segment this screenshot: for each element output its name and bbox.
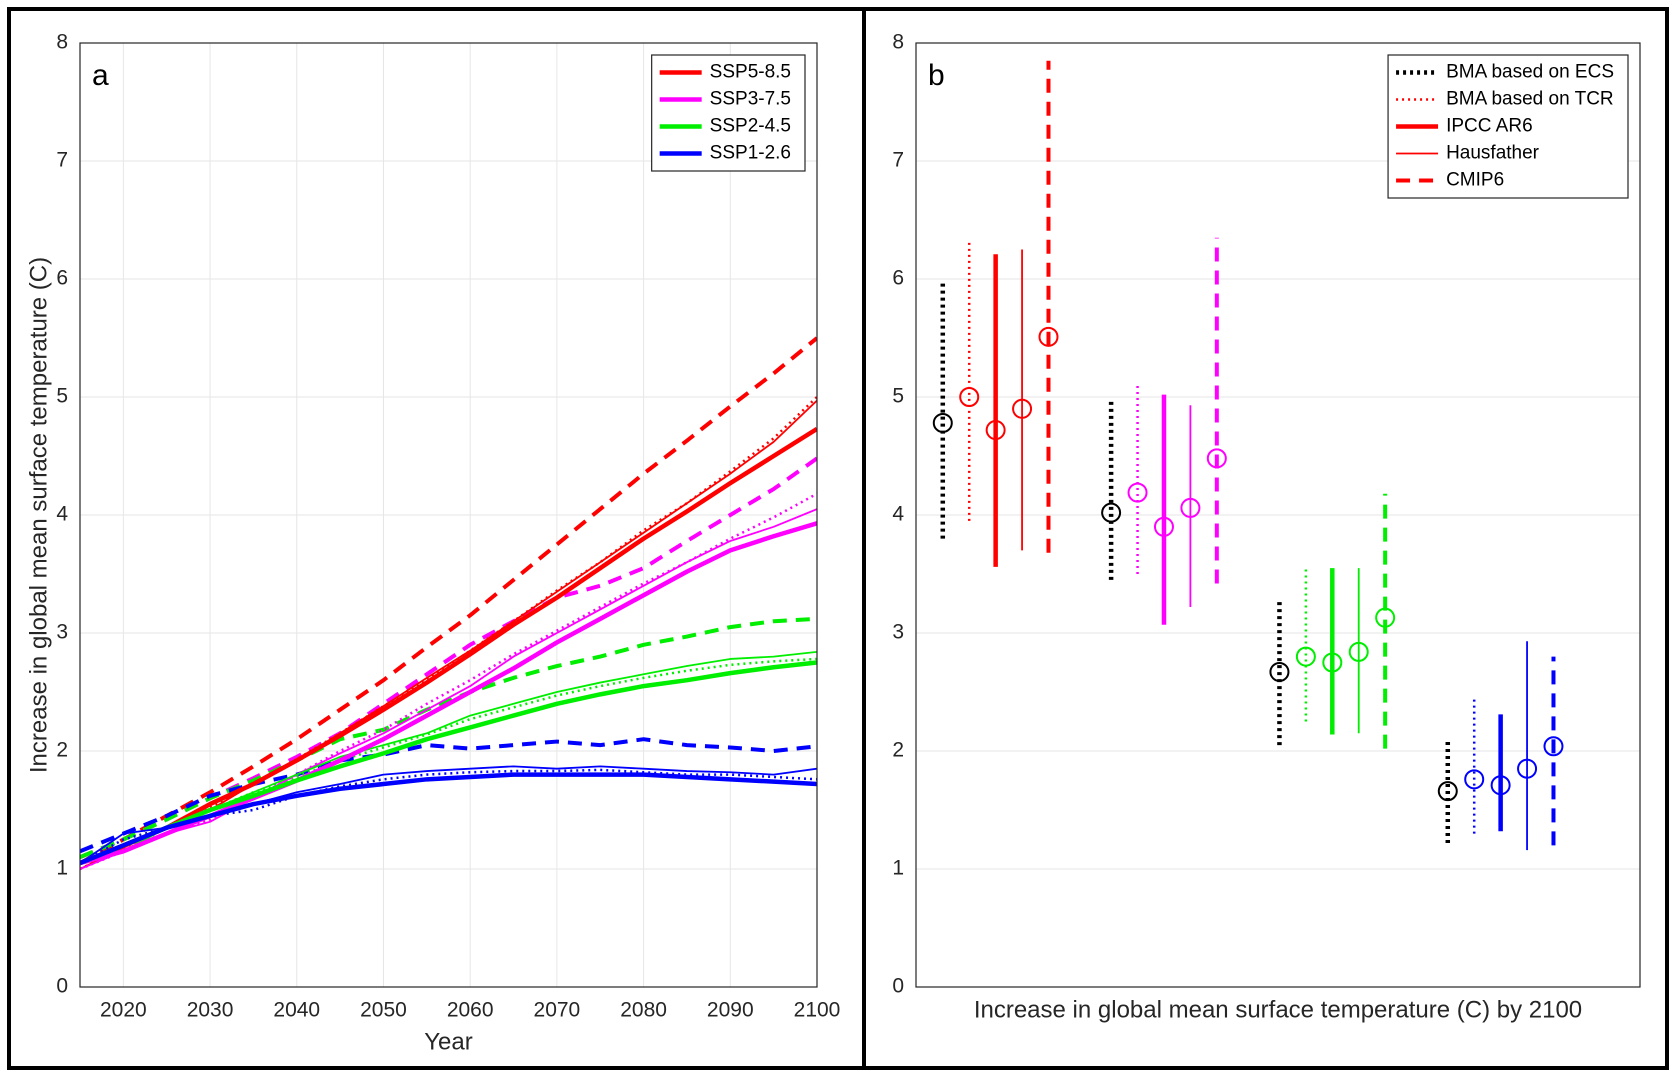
legend: BMA based on ECS BMA based on TCR IPCC AR6… <box>1387 54 1629 199</box>
y-tick-label: 0 <box>56 975 68 998</box>
x-tick-label: 2080 <box>620 999 667 1022</box>
legend-label: SSP1-2.6 <box>710 143 791 164</box>
y-tick-label: 8 <box>56 31 68 54</box>
center-marker <box>1101 502 1122 523</box>
legend-label: SSP2-4.5 <box>710 116 791 137</box>
x-tick-label: 2070 <box>534 999 581 1022</box>
y-tick-label: 0 <box>892 975 904 998</box>
legend-label: SSP3-7.5 <box>710 89 791 110</box>
axes-box <box>79 42 818 988</box>
figure-border <box>7 7 1669 1070</box>
legend-label: BMA based on ECS <box>1446 62 1614 83</box>
y-tick-label: 6 <box>892 267 904 290</box>
y-tick-label: 5 <box>56 385 68 408</box>
series-line <box>80 508 817 870</box>
legend-label: SSP5-8.5 <box>710 62 791 83</box>
panel-letter: a <box>92 59 109 92</box>
y-axis-label: Increase in global mean surface temperat… <box>25 257 52 773</box>
y-tick-label: 2 <box>56 739 68 762</box>
panel-letter: b <box>928 59 945 92</box>
y-tick-label: 3 <box>892 621 904 644</box>
legend: SSP5-8.5 SSP3-7.5 SSP2-4.5 SSP1-2.6 <box>651 54 806 172</box>
x-tick-label: 2060 <box>447 999 494 1022</box>
x-tick-label: 2020 <box>100 999 147 1022</box>
x-tick-label: 2050 <box>360 999 407 1022</box>
center-marker <box>1375 607 1396 628</box>
x-axis-label: Increase in global mean surface temperat… <box>974 996 1582 1023</box>
series-line <box>80 772 817 866</box>
y-tick-label: 4 <box>892 503 904 526</box>
center-marker <box>1543 736 1564 757</box>
x-tick-label: 2090 <box>707 999 754 1022</box>
series-line <box>80 492 817 871</box>
center-marker <box>959 387 980 407</box>
y-tick-label: 1 <box>56 857 68 880</box>
series-line <box>80 426 817 866</box>
center-marker <box>1127 482 1148 503</box>
series-line <box>80 399 817 870</box>
center-marker <box>1180 497 1201 518</box>
series-line <box>80 336 817 865</box>
y-tick-label: 6 <box>56 267 68 290</box>
x-tick-label: 2100 <box>794 999 841 1022</box>
center-marker <box>1348 641 1369 662</box>
series-line <box>80 650 817 864</box>
y-tick-label: 7 <box>56 149 68 172</box>
y-tick-label: 4 <box>56 503 68 526</box>
series-line <box>80 456 817 860</box>
series-line <box>80 657 817 865</box>
center-marker <box>1012 398 1033 419</box>
center-marker <box>932 412 953 433</box>
y-tick-label: 1 <box>892 857 904 880</box>
center-marker <box>1322 652 1343 673</box>
center-marker <box>1269 661 1290 682</box>
legend-label: CMIP6 <box>1446 170 1504 191</box>
y-tick-label: 8 <box>892 31 904 54</box>
legend-label: Hausfather <box>1446 143 1540 164</box>
center-marker <box>1517 758 1538 779</box>
center-marker <box>1464 769 1485 790</box>
legend-label: BMA based on TCR <box>1446 89 1614 110</box>
x-tick-label: 2030 <box>187 999 234 1022</box>
series-line <box>80 660 817 866</box>
center-marker <box>1437 781 1458 802</box>
center-marker <box>1153 516 1174 537</box>
center-marker <box>1038 326 1059 347</box>
series-line <box>80 737 817 854</box>
center-marker <box>1295 646 1316 667</box>
x-axis-label: Year <box>424 1028 473 1055</box>
series-line <box>80 616 817 860</box>
center-marker <box>985 420 1006 441</box>
y-tick-label: 2 <box>892 739 904 762</box>
axes-box <box>915 42 1641 988</box>
center-marker <box>1206 448 1227 469</box>
series-line <box>80 396 817 871</box>
y-tick-label: 5 <box>892 385 904 408</box>
y-tick-label: 7 <box>892 149 904 172</box>
center-marker <box>1490 775 1511 796</box>
legend-label: IPCC AR6 <box>1446 116 1533 137</box>
y-tick-label: 3 <box>56 621 68 644</box>
x-tick-label: 2040 <box>273 999 320 1022</box>
